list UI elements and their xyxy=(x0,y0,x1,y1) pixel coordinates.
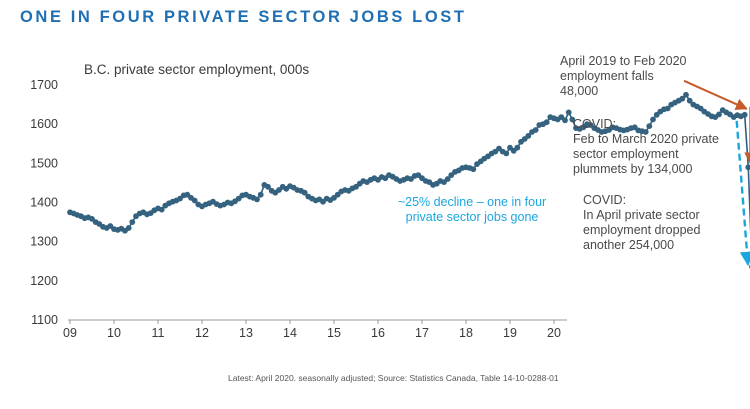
data-point xyxy=(514,144,521,151)
data-point xyxy=(158,206,165,213)
data-point xyxy=(503,150,510,157)
data-point xyxy=(565,109,572,116)
data-point xyxy=(664,105,671,112)
data-point xyxy=(532,127,539,133)
data-point xyxy=(125,225,132,231)
y-tick-label-1700: 1700 xyxy=(30,78,58,92)
decline-arrow xyxy=(735,120,750,267)
chart-title: ONE IN FOUR PRIVATE SECTOR JOBS LOST xyxy=(20,8,467,26)
y-tick-label-1600: 1600 xyxy=(30,117,58,131)
annotation-trend: April 2019 to Feb 2020 employment falls … xyxy=(560,54,687,98)
x-tick-label-20: 20 xyxy=(547,326,561,340)
x-tick-label-14: 14 xyxy=(283,326,297,340)
x-tick-label-13: 13 xyxy=(239,326,253,340)
data-point xyxy=(562,117,568,124)
x-tick-label-11: 11 xyxy=(152,326,165,340)
x-tick-label-17: 17 xyxy=(415,326,429,340)
x-tick-label-09: 09 xyxy=(63,326,77,340)
data-point xyxy=(683,91,689,98)
data-point xyxy=(642,129,649,135)
data-point xyxy=(646,123,653,129)
data-point xyxy=(745,164,750,171)
x-tick-label-18: 18 xyxy=(459,326,473,340)
annotation-covid-feb-march: COVID: Feb to March 2020 private sector … xyxy=(573,117,719,176)
y-tick-label-1100: 1100 xyxy=(31,313,58,327)
data-point xyxy=(716,111,722,118)
y-tick-label-1500: 1500 xyxy=(30,156,58,170)
data-point xyxy=(679,95,686,102)
trend-arrow xyxy=(683,79,748,110)
data-point xyxy=(741,111,748,118)
data-point xyxy=(301,189,308,196)
x-axis: 09 10 11 12 13 14 15 16 17 18 19 20 xyxy=(63,320,561,340)
x-tick-label-12: 12 xyxy=(195,326,209,340)
source-note: Latest: April 2020. seasonally adjusted;… xyxy=(228,373,559,383)
y-tick-label-1300: 1300 xyxy=(30,235,58,249)
data-point xyxy=(254,196,260,203)
data-point xyxy=(129,219,136,226)
data-point xyxy=(686,97,693,104)
data-point xyxy=(265,183,271,190)
chart-subtitle: B.C. private sector employment, 000s xyxy=(84,62,310,77)
data-point xyxy=(543,119,550,126)
annotation-covid-april: COVID: In April private sector employmen… xyxy=(583,193,701,252)
y-tick-label-1400: 1400 xyxy=(30,196,58,210)
annotation-decline: ~25% decline – one in four private secto… xyxy=(397,195,547,224)
data-point xyxy=(191,197,198,204)
data-point xyxy=(650,116,656,123)
series-markers xyxy=(67,91,750,269)
data-point xyxy=(470,166,477,173)
x-tick-label-19: 19 xyxy=(503,326,517,340)
data-point xyxy=(525,133,532,139)
x-tick-label-10: 10 xyxy=(107,326,121,340)
x-tick-label-16: 16 xyxy=(371,326,385,340)
annotation-arrows xyxy=(683,79,750,267)
data-point xyxy=(444,176,451,182)
data-point xyxy=(257,191,264,198)
data-point xyxy=(569,116,576,123)
x-tick-label-15: 15 xyxy=(327,326,341,340)
y-tick-label-1200: 1200 xyxy=(30,274,58,288)
y-axis: 1700 1600 1500 1400 1300 1200 1100 xyxy=(30,78,58,327)
